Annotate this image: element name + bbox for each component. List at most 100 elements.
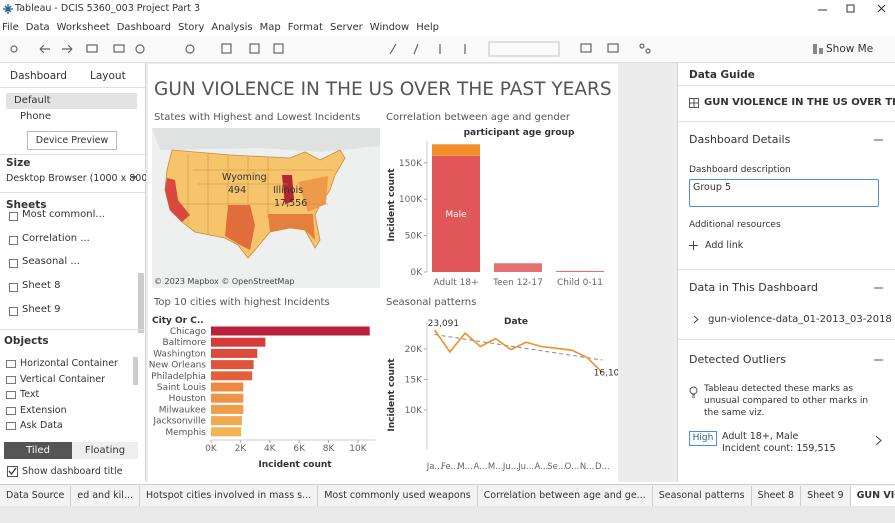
sheet-icon (9, 259, 18, 269)
trend-line (434, 334, 603, 361)
data-source[interactable]: gun-violence-data_01-2013_03-2018 (708, 314, 892, 325)
sheet-item[interactable]: Seasonal ... (22, 256, 80, 268)
x-tick-label: Child 0-11 (557, 278, 603, 288)
panel-tab[interactable]: Layout (90, 70, 126, 82)
object-item[interactable]: Horizontal Container (20, 358, 118, 369)
menu-item[interactable]: Server (329, 21, 363, 33)
map-label: 17,556 (274, 198, 307, 209)
collapse-icon[interactable] (874, 139, 884, 142)
y-tick-label: 15K (405, 375, 423, 385)
app-icon (3, 4, 13, 14)
sheet-tab[interactable]: Most commonly used weapons (318, 485, 478, 506)
size-dropdown[interactable]: Desktop Browser (1000 x 800) (6, 173, 152, 184)
y-tick-label: 10K (405, 406, 423, 416)
section-heading: Size (6, 157, 31, 169)
dashboard-canvas: GUN VIOLENCE IN THE US OVER THE PAST YEA… (146, 63, 677, 482)
menu-item[interactable]: Story (178, 21, 205, 33)
sheet-item[interactable]: Most commonl... (22, 209, 105, 220)
x-tick-label: 10K (349, 444, 367, 454)
map-attribution: © 2023 Mapbox © OpenStreetMap (154, 277, 294, 286)
bar (211, 393, 244, 403)
object-item[interactable]: Ask Data (20, 420, 63, 431)
menu-item[interactable]: Format (287, 21, 323, 33)
device-preview-button[interactable]: Device Preview (27, 131, 117, 150)
show-me-icon (813, 44, 823, 54)
toolbar-icons[interactable] (0, 36, 680, 62)
menu-item[interactable]: Analysis (211, 21, 253, 33)
sheet-tab[interactable]: ed and kil... (71, 485, 140, 506)
description-box[interactable]: Group 5 (689, 179, 879, 207)
x-tick-label: 4K (264, 444, 277, 454)
y-tick-label: Saint Louis (157, 383, 206, 393)
section-heading[interactable]: Detected Outliers (689, 353, 787, 366)
x-tick-label: A... (534, 462, 548, 472)
map-label: Illinois (273, 185, 303, 196)
menu-item[interactable]: Map (259, 21, 281, 33)
status-bar (0, 506, 895, 523)
title-bar: Tableau - DCIS 5360_003 Project Part 3 (0, 0, 895, 18)
object-icon (6, 422, 16, 430)
menu-item[interactable]: File (2, 21, 19, 33)
menu-item[interactable]: Dashboard (116, 21, 171, 33)
window-controls[interactable] (810, 3, 890, 15)
bar (211, 360, 254, 370)
menu-item[interactable]: Help (416, 21, 440, 33)
section-heading[interactable]: Data in This Dashboard (689, 281, 818, 294)
map-label: 494 (228, 185, 246, 196)
bar (211, 337, 266, 347)
object-icon (6, 375, 16, 384)
device-option[interactable]: Phone (20, 111, 51, 122)
outlier-badge: High (689, 431, 717, 446)
y-tick-label: Chicago (170, 327, 207, 337)
scrollbar[interactable] (138, 273, 144, 333)
y-tick-label: 150K (399, 159, 423, 169)
field-label: Dashboard description (689, 165, 791, 175)
object-item[interactable]: Text (20, 389, 40, 400)
outlier-mark[interactable]: Adult 18+, Male (722, 431, 799, 442)
show-me-button[interactable]: Show Me (826, 43, 874, 55)
object-item[interactable]: Extension (20, 404, 67, 416)
sheet-tab[interactable]: Sheet 9 (801, 485, 851, 506)
sheet-tab[interactable]: Correlation between age and ge... (478, 485, 653, 506)
sheet-tab[interactable]: Hotspot cities involved in mass s... (140, 485, 319, 506)
axis-title: Incident count (387, 358, 397, 432)
menu-item[interactable]: Window (369, 21, 410, 33)
chevron[interactable] (875, 435, 882, 446)
object-icon (6, 391, 16, 399)
dashboard-title: GUN VIOLENCE IN THE US OVER THE PAST YEA… (154, 79, 612, 100)
object-item[interactable]: Vertical Container (20, 373, 106, 385)
menu-item[interactable]: Data (25, 21, 50, 33)
map[interactable] (152, 128, 380, 288)
tiled-button[interactable]: Tiled (4, 442, 72, 459)
sheet-item[interactable]: Correlation ... (22, 232, 90, 244)
floating-button[interactable]: Floating (72, 442, 138, 459)
sheet-tab[interactable]: Seasonal patterns (653, 485, 752, 506)
checkbox[interactable] (7, 466, 18, 477)
collapse-icon[interactable] (874, 287, 884, 290)
collapse-icon[interactable] (874, 359, 884, 362)
expand-icon[interactable] (693, 315, 699, 324)
sheet-tab[interactable]: GUN VIOLENCE IN THE US O... (850, 485, 895, 506)
x-tick-label: 0K (205, 444, 218, 454)
axis-title: Incident count (258, 460, 332, 470)
sheet-title: States with Highest and Lowest Incidents (154, 112, 360, 123)
x-tick-label: 2K (235, 444, 248, 454)
sheet-item[interactable]: Sheet 9 (22, 303, 61, 315)
x-tick-label: A... (473, 462, 487, 472)
x-tick-label: D... (595, 462, 610, 472)
section-heading[interactable]: Dashboard Details (689, 133, 791, 146)
x-tick-label: Ja... (426, 462, 443, 472)
y-tick-label: New Orleans (149, 361, 207, 371)
device-option[interactable]: Default (14, 95, 51, 106)
sheet-tab[interactable]: Data Source (0, 485, 72, 506)
scrollbar[interactable] (133, 357, 138, 385)
checkbox-label: Show dashboard title (22, 466, 123, 477)
panel-tab[interactable]: Dashboard (10, 70, 67, 82)
add-link[interactable]: Add link (705, 240, 744, 251)
dropdown-caret (131, 176, 137, 180)
sheet-item[interactable]: Sheet 8 (22, 280, 61, 292)
sheet-tab[interactable]: Sheet 8 (752, 485, 802, 506)
x-tick-label: 6K (293, 444, 306, 454)
menu-item[interactable]: Worksheet (56, 21, 110, 33)
object-icon (6, 406, 16, 415)
